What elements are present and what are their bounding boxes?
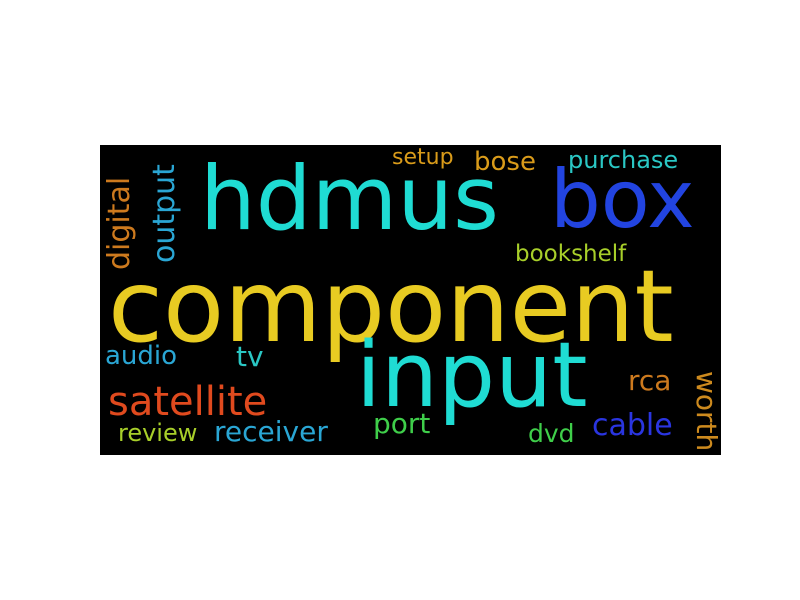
word-input: input [356,323,588,428]
word-cloud: hdmus box component input satellite digi… [100,145,721,455]
word-port: port [373,407,431,440]
word-review: review [118,419,198,447]
word-bookshelf: bookshelf [515,241,627,267]
word-hdmus: hdmus [200,147,499,250]
word-tv: tv [236,340,264,373]
word-receiver: receiver [214,415,328,448]
word-cable: cable [592,408,673,443]
word-component: component [108,248,674,365]
word-rca: rca [628,364,672,397]
word-bose: bose [474,147,536,177]
word-box: box [550,153,695,246]
word-audio: audio [105,341,178,371]
word-setup: setup [392,145,454,170]
word-worth: worth [690,371,721,452]
word-satellite: satellite [108,379,268,425]
word-digital: digital [102,176,137,270]
word-dvd: dvd [528,419,575,448]
word-purchase: purchase [568,146,679,174]
word-output: output [147,164,182,263]
